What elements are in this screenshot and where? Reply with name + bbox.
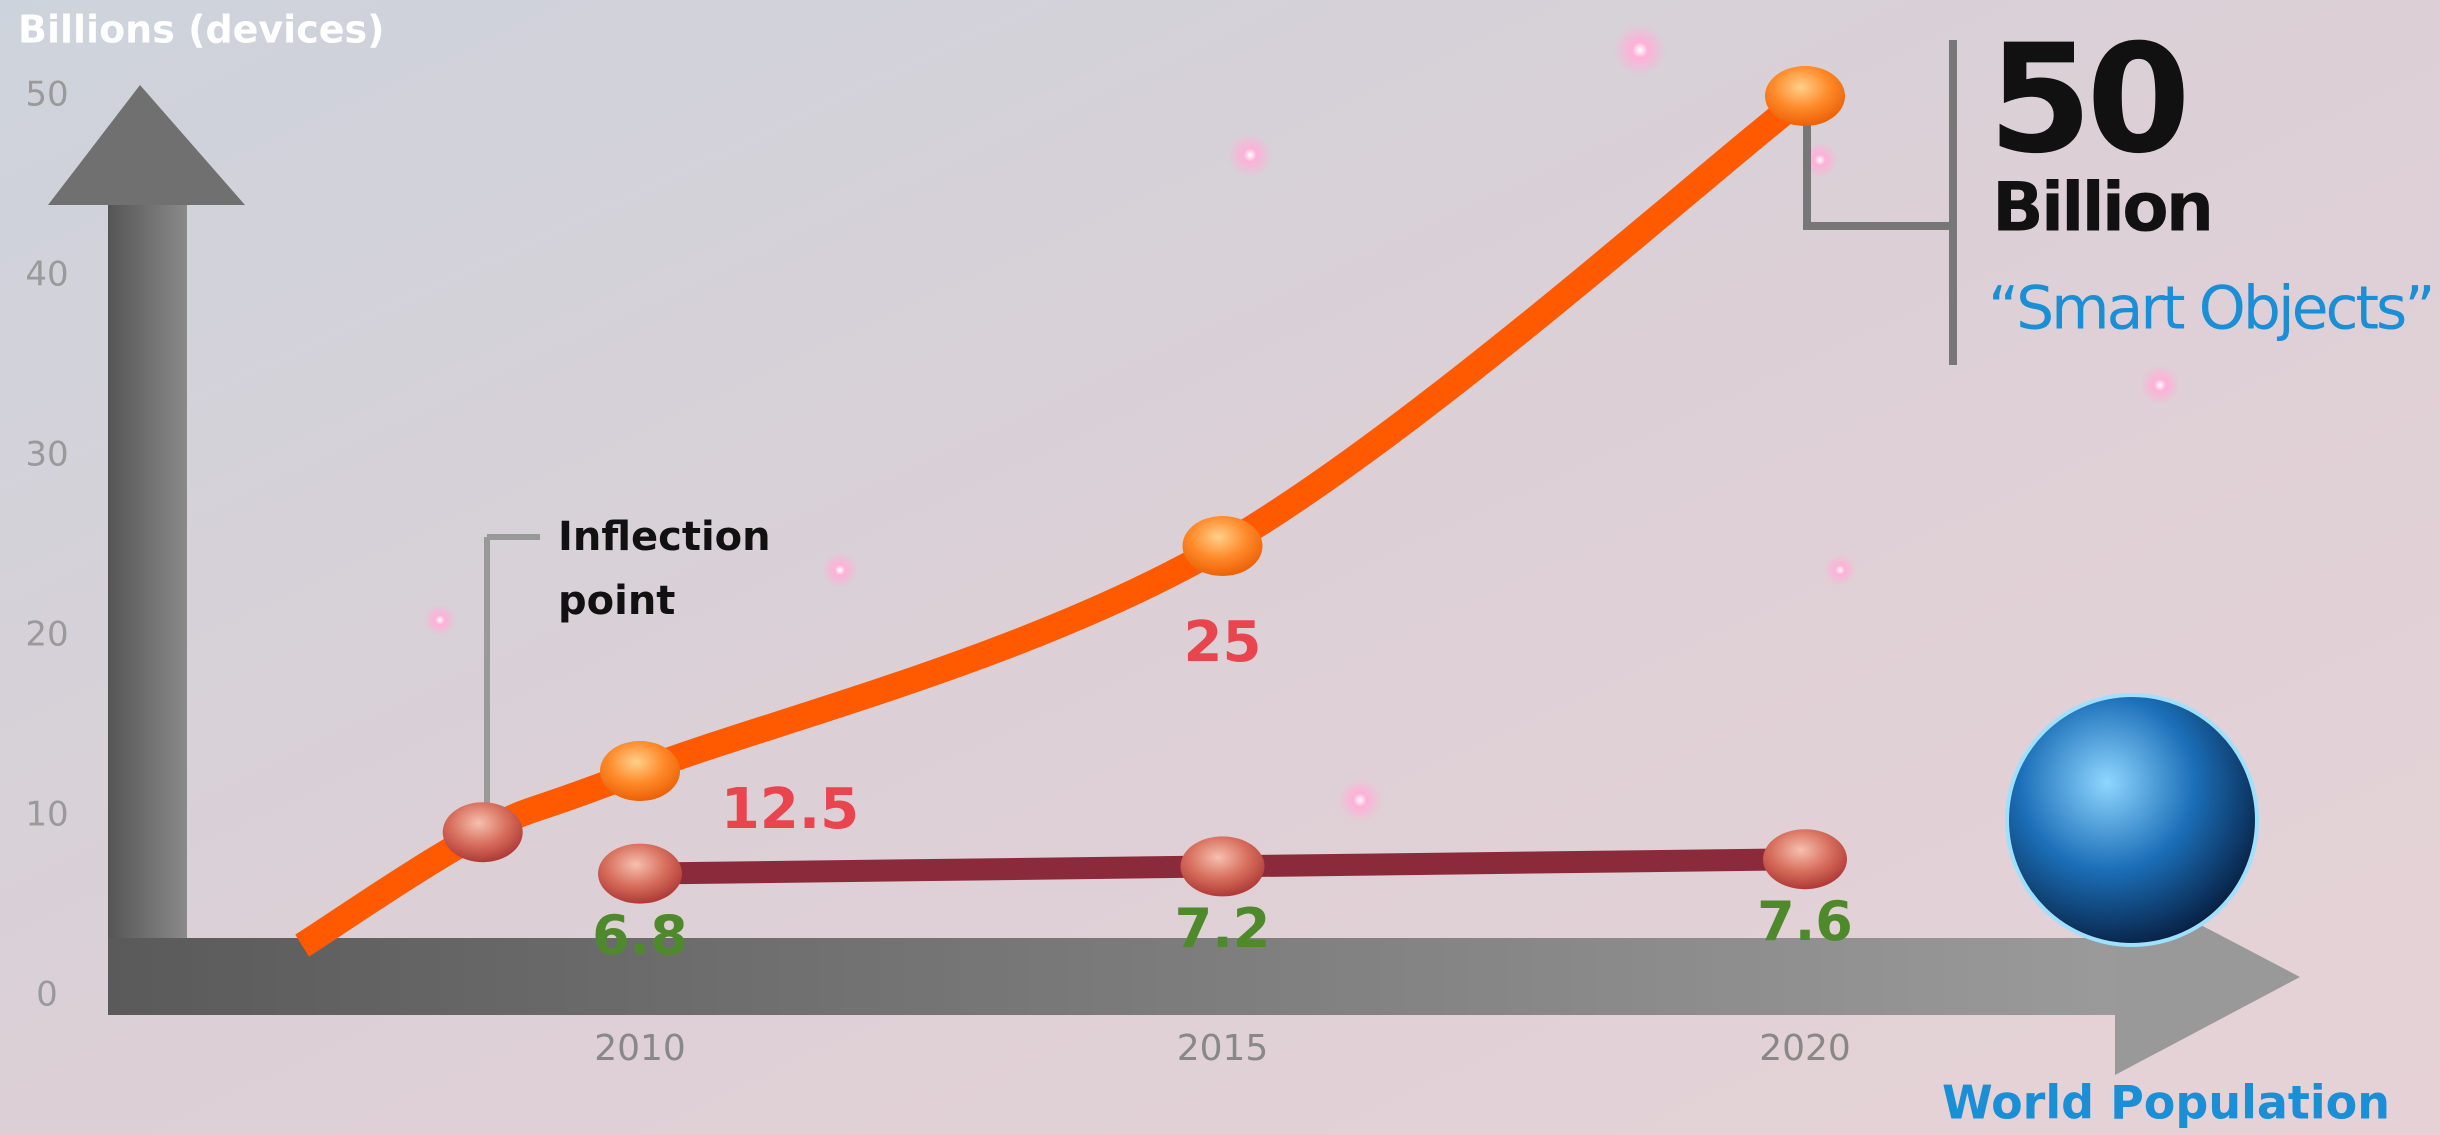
x-tick-label: 2015: [1177, 1028, 1269, 1069]
data-label: 25: [1184, 610, 1262, 675]
data-label: 12.5: [721, 777, 859, 842]
data-point: [600, 741, 680, 801]
x-tick-label: 2010: [594, 1028, 686, 1069]
data-point: [1765, 66, 1845, 126]
x-tick-label: 2020: [1759, 1028, 1851, 1069]
y-axis-arrow: [48, 85, 245, 1015]
data-point: [1180, 836, 1265, 897]
y-tick-label: 50: [25, 75, 68, 115]
globe-icon: [2005, 693, 2259, 947]
legend-entry: World Population: [1942, 1076, 2390, 1130]
y-axis-label: Billions (devices): [18, 8, 385, 52]
y-tick-label: 40: [25, 255, 68, 295]
y-tick-label: 30: [25, 435, 68, 475]
legend-entry: “Smart Objects”: [1988, 274, 2432, 344]
data-point: [598, 843, 682, 904]
y-tick-label: 20: [25, 615, 68, 655]
sparkles: [424, 24, 2180, 822]
bracket: [1803, 86, 1953, 230]
y-tick-label: 0: [36, 975, 58, 1015]
headline-unit: Billion: [1992, 169, 2211, 248]
data-point: [1763, 829, 1847, 890]
x-axis-arrow: [108, 880, 2300, 1075]
inflection-label: Inflection point: [558, 514, 771, 624]
data-label: 6.8: [592, 904, 688, 967]
data-point: [1182, 516, 1263, 576]
data-label: 7.2: [1175, 897, 1271, 960]
data-point: [442, 802, 523, 863]
data-label: 7.6: [1757, 890, 1853, 953]
headline-value: 50: [1988, 13, 2185, 187]
y-tick-label: 10: [25, 795, 68, 835]
